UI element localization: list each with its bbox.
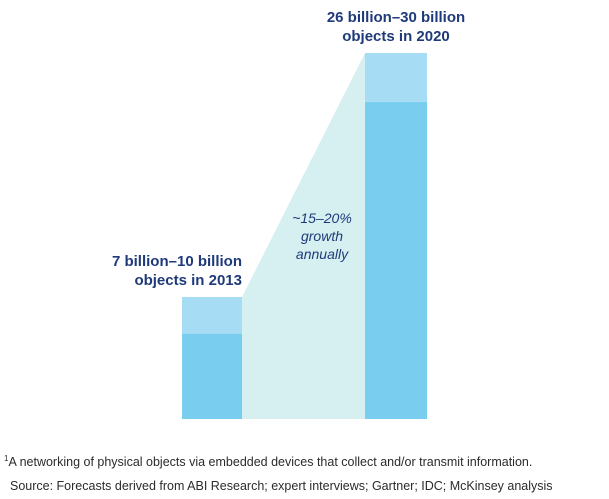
bar-2013-segment-2 <box>182 297 242 334</box>
footnote-source: Source: Forecasts derived from ABI Resea… <box>10 479 553 493</box>
bar-2020-label-line2: objects in 2020 <box>342 28 450 45</box>
growth-band <box>242 53 365 419</box>
bar-2013-label-line1: 7 billion–10 billion <box>112 253 242 270</box>
bar-2020-label-line1: 26 billion–30 billion <box>327 9 465 26</box>
footnote-marker: 1 <box>4 453 9 463</box>
footnote-definition-text: A networking of physical objects via emb… <box>8 455 533 469</box>
bar-2013-segment-1 <box>182 333 242 419</box>
bar-2020-segment-2 <box>365 53 427 102</box>
growth-label-line3: annually <box>296 246 349 262</box>
footnote-definition: 1A networking of physical objects via em… <box>4 453 604 469</box>
bar-2013-label-line2: objects in 2013 <box>134 272 242 289</box>
growth-label-line1: ~15–20% <box>292 210 352 226</box>
growth-label-line2: growth <box>301 228 343 244</box>
bars-group <box>182 53 427 420</box>
bar-2020-segment-1 <box>365 101 427 420</box>
